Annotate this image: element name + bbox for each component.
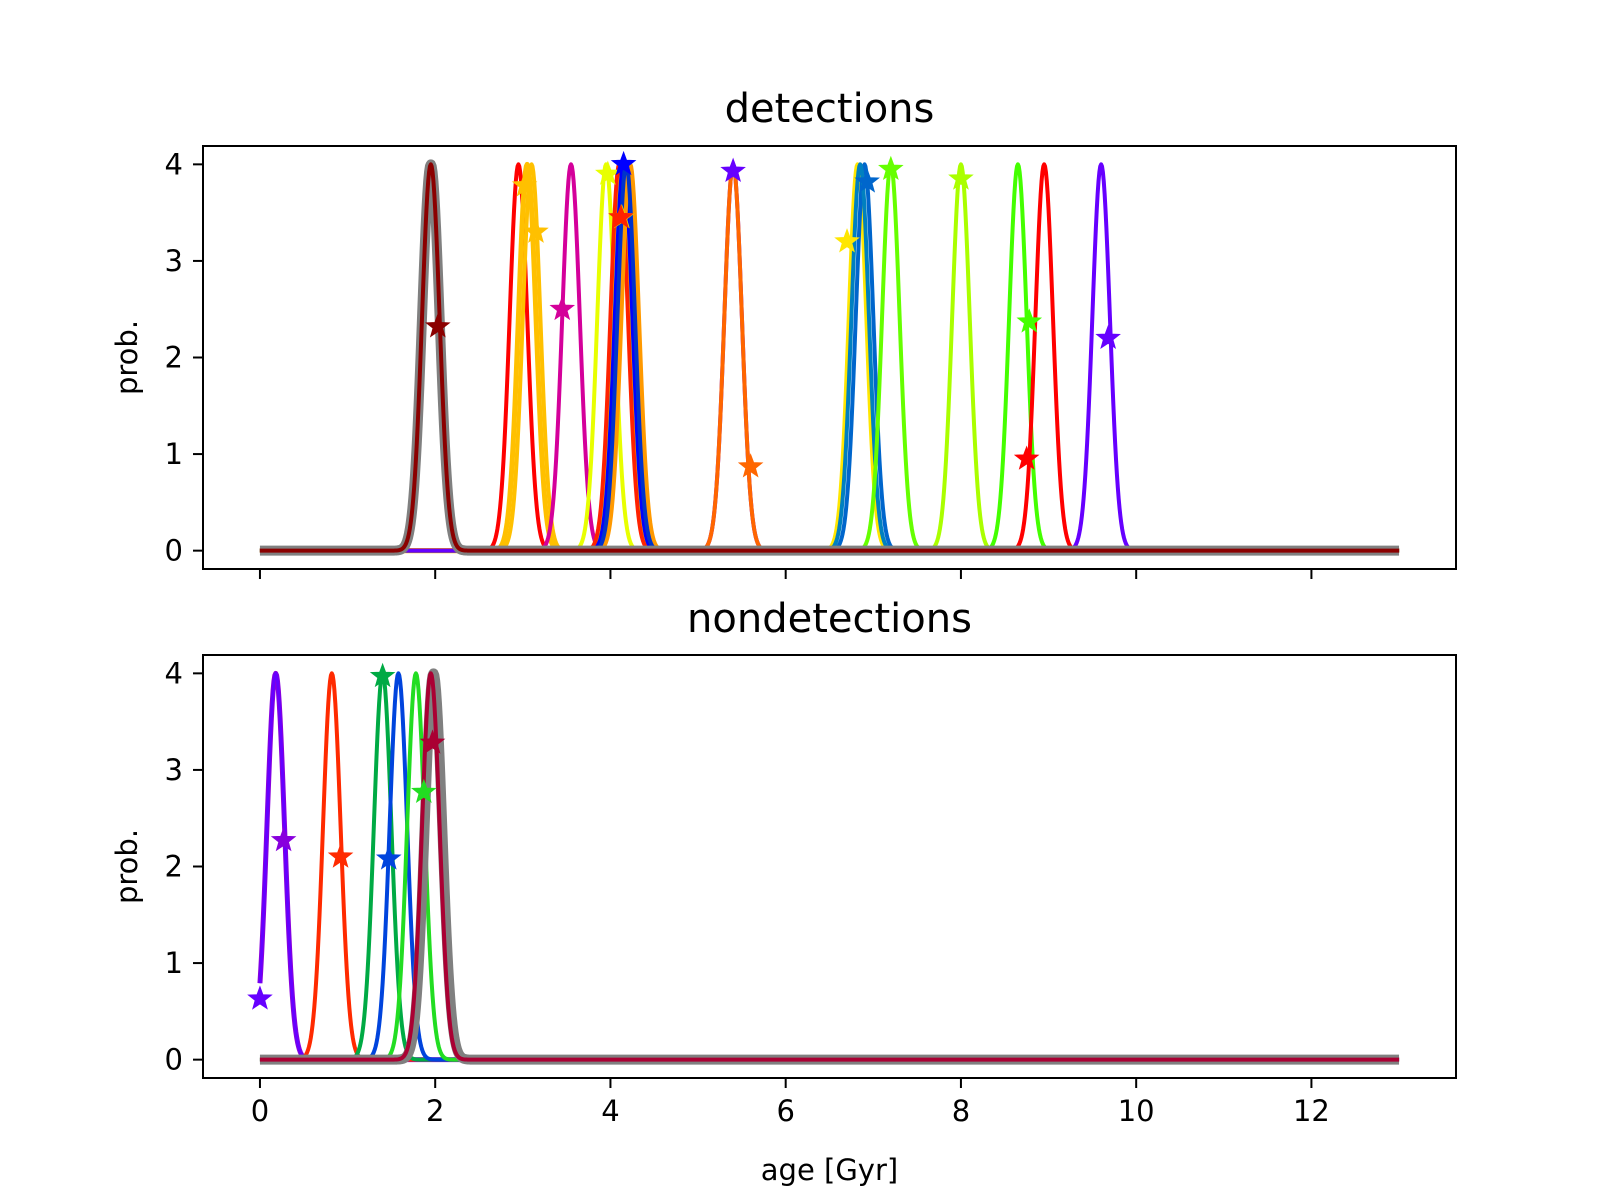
star-marker-21 [425,313,451,338]
x-axis [258,569,1313,579]
y-tick-label: 3 [165,753,183,787]
series-line-7 [258,671,1401,1062]
y-tick-label: 2 [165,850,183,884]
star-marker-2 [834,228,860,253]
panel-title: detections [725,86,935,132]
y-axis: 0 1 2 3 4 [165,147,203,568]
star-marker-5 [411,778,437,804]
x-tick-label: 10 [1118,1094,1155,1128]
plot-area [247,662,1404,1065]
star-marker-7 [419,729,446,754]
plot-area [255,150,1404,556]
star-marker-3 [854,168,880,193]
star-marker-6 [523,218,549,243]
y-tick-label: 1 [165,946,183,980]
star-marker-1 [247,985,273,1010]
y-axis: 0 1 2 3 4 [165,656,203,1077]
star-marker-15 [878,155,904,181]
star-marker-0 [1013,445,1040,470]
series-line-21 [258,162,1401,553]
star-marker-10 [610,150,637,176]
x-tick-label: 12 [1293,1094,1330,1128]
panel-title: nondetections [687,596,972,642]
y-tick-label: 4 [165,147,183,181]
y-axis-label: prob. [110,829,144,904]
star-marker-2 [327,843,354,868]
star-marker-3 [369,662,396,688]
y-tick-label: 0 [165,534,183,568]
star-marker-17 [1016,308,1043,333]
y-tick-label: 3 [165,244,183,278]
star-marker-9 [608,204,634,229]
star-marker-7 [549,295,576,321]
y-tick-label: 4 [165,656,183,690]
star-marker-1 [720,157,746,182]
x-tick-label: 2 [426,1094,444,1128]
star-marker-4 [375,845,402,870]
x-tick-label: 0 [251,1094,269,1128]
y-tick-label: 0 [165,1043,183,1077]
x-axis-label: age [Gyr] [761,1153,898,1187]
star-marker-0 [270,826,297,852]
star-marker-5 [511,172,538,197]
x-tick-label: 8 [952,1094,970,1128]
detections-panel: detections 0 1 2 3 4 prob. [110,86,1457,579]
star-marker-13 [737,453,764,478]
y-tick-label: 2 [165,341,183,375]
x-tick-label: 6 [776,1094,794,1128]
x-tick-label: 4 [601,1094,619,1128]
star-marker-8 [595,160,621,185]
y-tick-label: 1 [165,437,183,471]
star-marker-16 [948,165,974,190]
y-axis-label: prob. [110,320,144,395]
star-marker-19 [1095,324,1121,350]
x-axis: 0 2 4 6 8 10 12 [251,1078,1330,1128]
